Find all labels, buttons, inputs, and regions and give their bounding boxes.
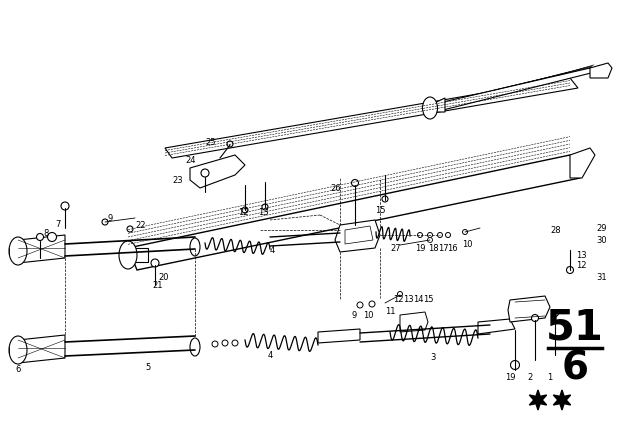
Ellipse shape	[190, 338, 200, 356]
Text: 18: 18	[428, 244, 438, 253]
Ellipse shape	[232, 340, 238, 346]
Text: 26: 26	[330, 184, 340, 193]
Polygon shape	[128, 248, 148, 262]
Polygon shape	[165, 78, 578, 158]
Text: 10: 10	[363, 311, 374, 320]
Text: 19: 19	[415, 244, 426, 253]
Ellipse shape	[351, 180, 358, 186]
Polygon shape	[430, 68, 595, 112]
Text: 13: 13	[576, 250, 587, 259]
Text: 3: 3	[430, 353, 435, 362]
Ellipse shape	[397, 292, 403, 297]
Text: 12: 12	[393, 296, 403, 305]
Polygon shape	[190, 155, 245, 188]
Text: 12: 12	[576, 260, 586, 270]
Ellipse shape	[151, 259, 159, 267]
Text: 21: 21	[152, 280, 163, 289]
Ellipse shape	[127, 226, 133, 232]
Ellipse shape	[242, 207, 248, 213]
Ellipse shape	[9, 336, 27, 364]
Ellipse shape	[463, 229, 467, 234]
Text: 10: 10	[462, 240, 472, 249]
Ellipse shape	[47, 233, 56, 241]
Ellipse shape	[566, 267, 573, 273]
Text: 28: 28	[550, 225, 561, 234]
Text: 6: 6	[561, 349, 589, 387]
Text: 17: 17	[438, 244, 449, 253]
Text: 6: 6	[15, 366, 20, 375]
Polygon shape	[590, 63, 612, 78]
Ellipse shape	[102, 219, 108, 225]
Polygon shape	[529, 390, 547, 410]
Text: 29: 29	[596, 224, 607, 233]
Ellipse shape	[9, 237, 27, 265]
Text: 27: 27	[390, 244, 401, 253]
Text: 5: 5	[145, 363, 150, 372]
Polygon shape	[508, 296, 550, 322]
Ellipse shape	[422, 97, 438, 119]
Ellipse shape	[369, 301, 375, 307]
Text: 31: 31	[596, 273, 607, 283]
Text: 4: 4	[268, 350, 273, 359]
Text: 16: 16	[447, 244, 458, 253]
Ellipse shape	[552, 310, 559, 316]
Ellipse shape	[222, 340, 228, 346]
Ellipse shape	[382, 196, 388, 202]
Polygon shape	[318, 329, 360, 343]
Text: 9: 9	[108, 214, 113, 223]
Text: 14: 14	[413, 296, 424, 305]
Polygon shape	[570, 148, 595, 178]
Ellipse shape	[227, 141, 233, 147]
Text: 9: 9	[352, 311, 357, 320]
Polygon shape	[554, 390, 571, 410]
Polygon shape	[345, 226, 373, 244]
Text: 13: 13	[403, 296, 413, 305]
Text: 8: 8	[43, 228, 49, 237]
Ellipse shape	[61, 202, 69, 210]
Ellipse shape	[428, 237, 433, 242]
Text: 7: 7	[55, 220, 60, 228]
Text: 13: 13	[258, 207, 269, 216]
Polygon shape	[335, 220, 380, 252]
Polygon shape	[18, 235, 65, 263]
Text: 19: 19	[505, 374, 515, 383]
Ellipse shape	[445, 233, 451, 237]
Ellipse shape	[262, 204, 268, 210]
Text: 20: 20	[158, 273, 168, 283]
Text: 51: 51	[546, 307, 604, 349]
Text: 1: 1	[547, 374, 552, 383]
Ellipse shape	[417, 233, 422, 237]
Text: 11: 11	[385, 307, 396, 316]
Text: 23: 23	[172, 176, 182, 185]
Text: 24: 24	[185, 155, 195, 164]
Text: 15: 15	[423, 296, 433, 305]
Text: 22: 22	[135, 220, 145, 229]
Ellipse shape	[428, 233, 433, 237]
Polygon shape	[478, 319, 515, 334]
Text: 12: 12	[238, 207, 248, 216]
Polygon shape	[18, 335, 65, 363]
Ellipse shape	[357, 302, 363, 308]
Ellipse shape	[531, 314, 538, 322]
Ellipse shape	[190, 238, 200, 256]
Text: 4: 4	[270, 246, 275, 254]
Ellipse shape	[201, 169, 209, 177]
Text: 30: 30	[596, 236, 607, 245]
Text: 2: 2	[527, 374, 532, 383]
Ellipse shape	[36, 233, 44, 241]
Ellipse shape	[511, 361, 520, 370]
Text: 15: 15	[375, 206, 385, 215]
Text: 25: 25	[205, 138, 216, 146]
Polygon shape	[400, 312, 428, 332]
Ellipse shape	[119, 241, 137, 269]
Ellipse shape	[212, 341, 218, 347]
Polygon shape	[128, 155, 580, 270]
Ellipse shape	[438, 233, 442, 237]
Polygon shape	[430, 98, 445, 112]
